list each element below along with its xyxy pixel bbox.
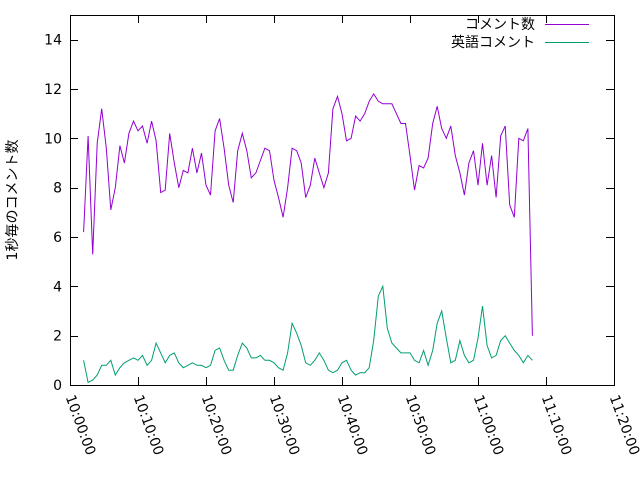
y-tick-label: 12	[44, 82, 62, 98]
y-axis-label: 1秒毎のコメント数	[5, 140, 21, 261]
y-tick-label: 0	[53, 378, 62, 394]
x-tick-label: 10:50:00	[402, 393, 439, 458]
x-tick-label: 11:00:00	[470, 393, 507, 458]
x-tick-label: 10:10:00	[130, 393, 167, 458]
y-tick-label: 14	[44, 33, 62, 49]
legend-label: 英語コメント	[451, 34, 535, 51]
y-tick-label: 6	[53, 230, 62, 246]
series-lines	[83, 92, 533, 384]
y-tick-label: 10	[44, 131, 62, 147]
y-axis: 0 2 4 6 8 10 12 14	[44, 33, 614, 394]
legend-label: コメント数	[465, 17, 535, 33]
y-tick-label: 8	[53, 181, 62, 197]
plot-frame	[70, 15, 615, 386]
series-line-2	[83, 284, 533, 384]
x-tick-label: 10:30:00	[266, 393, 303, 458]
x-tick-label: 10:40:00	[334, 393, 371, 458]
y-tick-label: 2	[53, 329, 62, 345]
x-axis: 10:00:00 10:10:00 10:20:00 10:30:00 10:40:00…	[62, 15, 640, 457]
x-tick-label: 10:00:00	[62, 393, 99, 458]
x-tick-label: 11:10:00	[538, 393, 575, 458]
series-line-1	[83, 92, 533, 336]
x-tick-label: 10:20:00	[198, 393, 235, 458]
y-tick-label: 4	[53, 279, 62, 295]
x-tick-label: 11:20:00	[606, 393, 640, 458]
